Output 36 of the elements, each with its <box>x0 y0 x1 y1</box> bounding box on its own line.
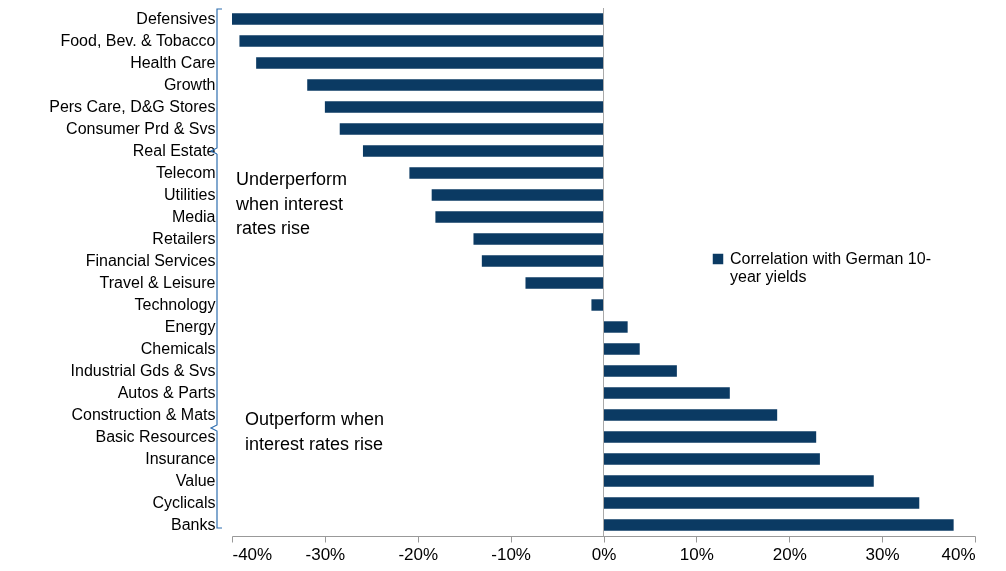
y-tick-label: Industrial Gds & Svs <box>70 362 216 379</box>
y-tick-label: Value <box>175 472 216 489</box>
x-tick-label: 0% <box>591 544 617 564</box>
x-tick-label: 40% <box>941 544 976 564</box>
legend-label: Correlation with German 10-year yields <box>730 250 931 285</box>
x-tick-label: -20% <box>398 544 439 564</box>
y-tick-label: Telecom <box>155 164 216 181</box>
y-tick-label: Growth <box>163 76 216 93</box>
y-tick-label: Financial Services <box>85 252 216 269</box>
annotation: Outperform when interest rates rise <box>245 409 385 454</box>
y-tick-label: Insurance <box>145 450 216 467</box>
x-tick-label: 30% <box>865 544 900 564</box>
y-tick-label: Utilities <box>163 186 216 203</box>
y-tick-label: Health Care <box>130 54 216 71</box>
y-tick-label: Retailers <box>152 230 216 247</box>
x-tick-label: 20% <box>772 544 807 564</box>
y-tick-label: Autos & Parts <box>117 384 216 401</box>
y-tick-label: Technology <box>134 296 216 313</box>
y-tick-label: Energy <box>164 318 216 335</box>
y-tick-label: Basic Resources <box>95 428 216 445</box>
y-tick-label: Defensives <box>136 10 216 27</box>
y-tick-label: Pers Care, D&G Stores <box>49 98 216 115</box>
y-tick-label: Banks <box>171 516 216 533</box>
y-tick-label: Food, Bev. & Tobacco <box>60 32 216 49</box>
x-tick-label: -10% <box>491 544 531 564</box>
y-tick-label: Real Estate <box>132 142 216 159</box>
x-tick-label: -30% <box>305 544 346 564</box>
annotation: Underperform when interest rates rise <box>235 169 348 238</box>
x-tick-label: 10% <box>679 544 714 564</box>
x-tick-label: -40% <box>232 544 273 564</box>
y-tick-label: Travel & Leisure <box>99 274 216 291</box>
y-tick-label: Chemicals <box>140 340 216 357</box>
y-tick-label: Consumer Prd & Svs <box>66 120 216 137</box>
y-tick-label: Construction & Mats <box>71 406 216 423</box>
y-tick-label: Media <box>171 208 216 225</box>
y-tick-label: Cyclicals <box>152 494 216 511</box>
